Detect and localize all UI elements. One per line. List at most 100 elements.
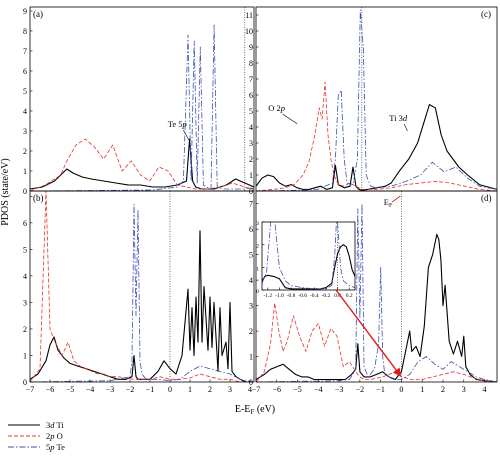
- legend-label-element: O: [55, 431, 63, 441]
- y-tick-label: 5: [249, 107, 253, 116]
- y-tick-label: 11: [245, 11, 253, 20]
- series-line-te5p: [30, 203, 254, 382]
- x-tick-label: 1: [188, 385, 192, 394]
- y-tick-label: 1: [23, 351, 27, 360]
- y-tick-label: 4: [23, 107, 27, 116]
- fermi-label-main: E: [384, 197, 389, 207]
- y-tick-label: 0: [23, 187, 27, 196]
- series-line-o2p: [30, 191, 254, 382]
- y-tick-label: 7: [249, 75, 253, 84]
- x-tick-label: −1: [376, 385, 385, 394]
- annotation: O 2p: [268, 103, 298, 125]
- legend-label: 3d Ti: [46, 420, 64, 430]
- series-line-te5p: [30, 24, 254, 191]
- x-axis-label-unit: (eV): [254, 404, 275, 415]
- y-tick-label: 6: [249, 225, 253, 234]
- x-tick-label: −4: [314, 385, 323, 394]
- panel-label: (b): [33, 193, 44, 203]
- x-tick-label: 0: [399, 385, 403, 394]
- plot-frame: [261, 221, 356, 291]
- x-axis-label-sub: F: [250, 408, 254, 416]
- x-tick-label: 4: [483, 385, 487, 394]
- y-tick-label: 5: [249, 251, 253, 260]
- annotation-text-italic: p: [280, 103, 285, 113]
- x-tick-label: 2: [208, 385, 212, 394]
- panel-d-inset: 0 1 2 3 -1.2 -1.0 -0.8 -0.6 -0.4 -0.2 0.0 0.2: [256, 221, 356, 299]
- x-tick-label: 2: [441, 385, 445, 394]
- x-tick-label: −7: [252, 385, 261, 394]
- y-tick-label: 4: [249, 123, 253, 132]
- y-tick-label: 2: [23, 147, 27, 156]
- panel-d: 0 1 2 3 4 5 6 7 −7 −6 −5 −4 −3 −2 −1 0 1 2 3 4 (d) EF: [249, 190, 498, 394]
- fermi-level-label: EF: [384, 197, 393, 209]
- legend-label-orbital: d: [50, 420, 55, 430]
- y-tick-label: 3: [249, 302, 253, 311]
- y-tick-label: 4: [23, 272, 27, 281]
- legend-label-prefix: 3: [46, 420, 50, 430]
- y-tick-label: 6: [23, 67, 27, 76]
- x-tick-label: 3: [462, 385, 466, 394]
- series-group: [256, 9, 497, 191]
- y-tick-label: 3: [256, 221, 259, 227]
- y-tick-label: 2: [249, 155, 253, 164]
- annotation-text-italic: p: [182, 119, 187, 129]
- x-tick-label: −6: [273, 385, 282, 394]
- annotation-label: O 2p: [268, 103, 285, 113]
- annotation-text: O 2: [268, 103, 281, 113]
- y-tick-label: 9: [23, 7, 27, 16]
- y-tick-label: 2: [249, 327, 253, 336]
- legend-item-o2p: 2p O: [8, 431, 63, 441]
- x-axis-label: E-EF (eV): [235, 404, 275, 416]
- series-group: [256, 203, 497, 382]
- x-tick-label: -0.4: [310, 293, 319, 299]
- y-tick-label: 6: [23, 219, 27, 228]
- x-tick-label: 4: [248, 385, 252, 394]
- x-tick-label: −2: [126, 385, 135, 394]
- panel-label: (a): [33, 9, 43, 19]
- x-tick-label: −6: [46, 385, 55, 394]
- annotation-label: Te 5p: [168, 119, 187, 129]
- panel-label: (d): [481, 193, 492, 203]
- y-tick-label: 6: [249, 91, 253, 100]
- x-tick-label: 0: [168, 385, 172, 394]
- series-line-ti3d: [30, 230, 254, 382]
- y-tick-label: 8: [23, 27, 27, 36]
- y-tick-label: 0: [23, 378, 27, 387]
- panel-label: (c): [481, 9, 491, 19]
- annotation: Ti 3d: [389, 113, 408, 132]
- x-tick-label: −5: [66, 385, 75, 394]
- x-tick-label: −7: [26, 385, 35, 394]
- x-axis-label-main: E-E: [235, 404, 251, 415]
- x-tick-label: 0.2: [346, 293, 353, 299]
- annotation-leader: [183, 129, 190, 142]
- x-tick-label: −2: [356, 385, 365, 394]
- y-tick-label: 8: [249, 59, 253, 68]
- y-tick-label: 1: [249, 353, 253, 362]
- panel-a: 0 1 2 3 4 5 6 7 8 9 (a) Te 5p Ti 3d: [23, 6, 408, 196]
- annotation-leader: [403, 123, 408, 132]
- legend-label-prefix: 2: [46, 431, 50, 441]
- x-tick-label: -0.8: [287, 293, 296, 299]
- plot-frame: [29, 6, 255, 192]
- x-tick-label: −5: [293, 385, 302, 394]
- y-tick-label: 3: [249, 139, 253, 148]
- legend-label: 5p Te: [46, 442, 65, 452]
- inset-background: [262, 222, 355, 290]
- series-line-ti3d: [30, 138, 254, 190]
- y-tick-label: 10: [245, 27, 253, 36]
- y-tick-label: 0: [256, 289, 259, 295]
- y-tick-label: 1: [249, 171, 253, 180]
- y-tick-label: 1: [256, 266, 259, 272]
- plot-frame: [255, 190, 498, 383]
- series-line-o2p: [30, 138, 254, 191]
- y-tick-label: 2: [256, 244, 259, 250]
- x-tick-label: -0.2: [322, 293, 331, 299]
- y-tick-label: 7: [249, 200, 253, 209]
- x-tick-label: -0.6: [298, 293, 307, 299]
- y-axis-label: PDOS (state/eV): [0, 158, 11, 226]
- x-tick-label: -1.0: [275, 293, 284, 299]
- legend-item-te5p: 5p Te: [8, 442, 65, 452]
- y-tick-label: 5: [23, 245, 27, 254]
